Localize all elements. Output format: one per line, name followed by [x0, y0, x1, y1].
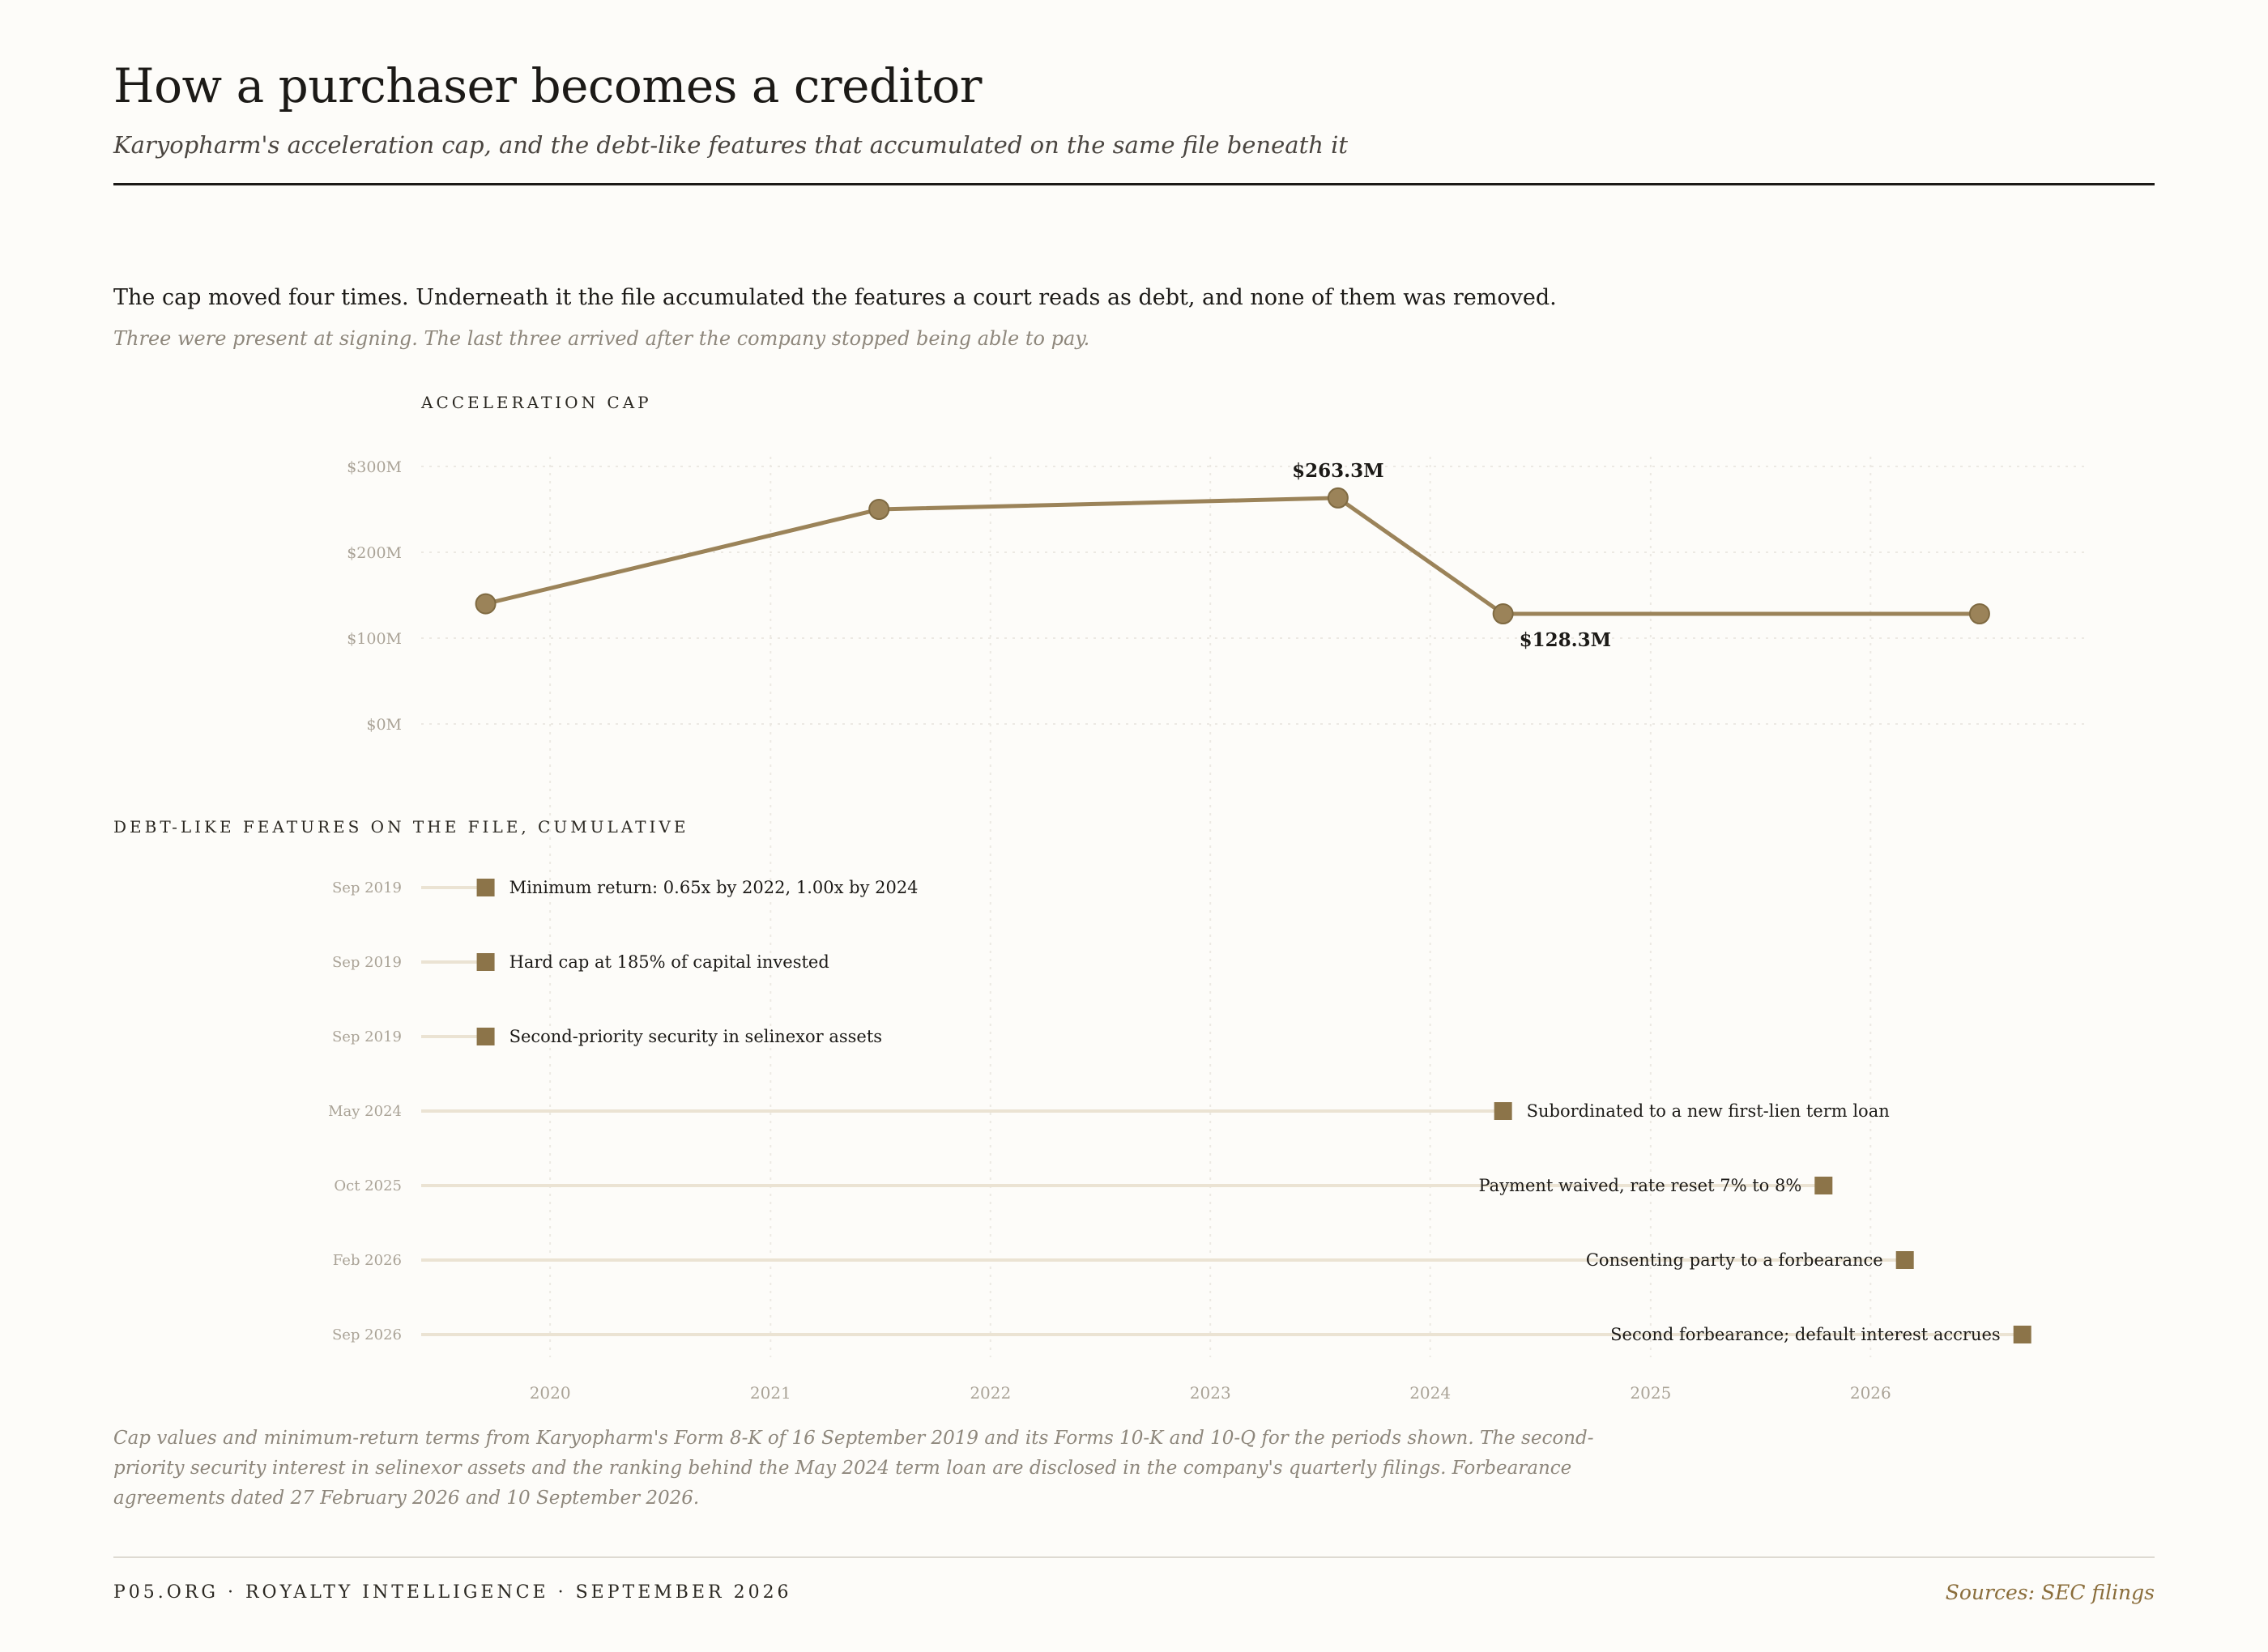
feature-marker — [1895, 1251, 1914, 1269]
cap-line — [484, 496, 1980, 616]
features-section-label: DEBT-LIKE FEATURES ON THE FILE, CUMULATI… — [113, 817, 688, 837]
page-subtitle: Karyopharm's acceleration cap, and the d… — [113, 131, 1349, 159]
x-axis-ticks: 2020 2021 2022 2023 2024 2025 2026 — [530, 1383, 1891, 1403]
cap-points — [475, 487, 1990, 625]
cap-point — [475, 593, 497, 615]
cap-data-label: $128.3M — [1520, 629, 1611, 651]
x-tick-label: 2026 — [1850, 1383, 1891, 1403]
x-tick-label: 2024 — [1409, 1383, 1451, 1403]
feature-date-label: May 2024 — [328, 1103, 402, 1120]
cap-point — [1327, 487, 1349, 509]
footer-rule — [113, 1556, 2155, 1558]
x-tick-label: 2022 — [970, 1383, 1011, 1403]
y-tick-label: $100M — [347, 630, 402, 648]
feature-marker — [2013, 1326, 2031, 1343]
feature-date-label: Sep 2019 — [332, 879, 402, 896]
chart-lede-note: Three were present at signing. The last … — [113, 327, 1090, 350]
feature-label: Consenting party to a forbearance — [1586, 1250, 1883, 1270]
source-footnote: Cap values and minimum-return terms from… — [113, 1428, 1594, 1509]
feature-label: Minimum return: 0.65x by 2022, 1.00x by … — [509, 878, 919, 897]
y-tick-label: $200M — [347, 544, 402, 562]
feature-date-label: Sep 2019 — [332, 1028, 402, 1045]
feature-marker — [476, 953, 495, 971]
cap-data-label: $263.3M — [1292, 460, 1383, 482]
feature-marker — [476, 879, 495, 896]
cap-point — [868, 499, 890, 520]
y-tick-label: $300M — [347, 458, 402, 476]
cap-annotations: $263.3M $128.3M — [1292, 460, 1611, 651]
cap-point — [1492, 603, 1514, 625]
x-tick-label: 2025 — [1630, 1383, 1671, 1403]
feature-date-label: Sep 2019 — [332, 954, 402, 971]
feature-marker — [1494, 1102, 1512, 1120]
feature-label: Hard cap at 185% of capital invested — [509, 952, 829, 972]
features-timeline: Sep 2019 Minimum return: 0.65x by 2022, 1… — [328, 878, 2031, 1344]
feature-label: Subordinated to a new first-lien term lo… — [1527, 1101, 1890, 1121]
feature-label: Payment waived, rate reset 7% to 8% — [1478, 1176, 1801, 1195]
feature-date-label: Feb 2026 — [333, 1252, 402, 1269]
feature-date-label: Oct 2025 — [334, 1177, 402, 1194]
feature-marker — [1814, 1177, 1833, 1194]
feature-date-label: Sep 2026 — [332, 1326, 402, 1343]
chart-grid — [421, 457, 2090, 1357]
feature-label: Second-priority security in selinexor as… — [509, 1027, 883, 1046]
footer-credit: P05.ORG · ROYALTY INTELLIGENCE · SEPTEMB… — [113, 1582, 792, 1603]
feature-marker — [476, 1028, 495, 1045]
cap-line-series — [484, 496, 1980, 616]
x-tick-label: 2020 — [530, 1383, 571, 1403]
y-tick-label: $0M — [366, 716, 402, 734]
cap-point — [1968, 603, 1990, 625]
page-title: How a purchaser becomes a creditor — [113, 58, 983, 113]
cap-section-label: ACCELERATION CAP — [420, 393, 652, 412]
feature-label: Second forbearance; default interest acc… — [1610, 1325, 2001, 1344]
y-axis-ticks: $0M $100M $200M $300M — [347, 458, 402, 734]
header-rule — [113, 183, 2155, 185]
chart-lede: The cap moved four times. Underneath it … — [113, 285, 1557, 310]
x-tick-label: 2021 — [750, 1383, 791, 1403]
x-tick-label: 2023 — [1190, 1383, 1231, 1403]
footer-sources: Sources: SEC filings — [1945, 1581, 2155, 1604]
cap-and-features-chart: ACCELERATION CAP $0M $100M $200M $300M $263… — [113, 393, 2090, 1403]
